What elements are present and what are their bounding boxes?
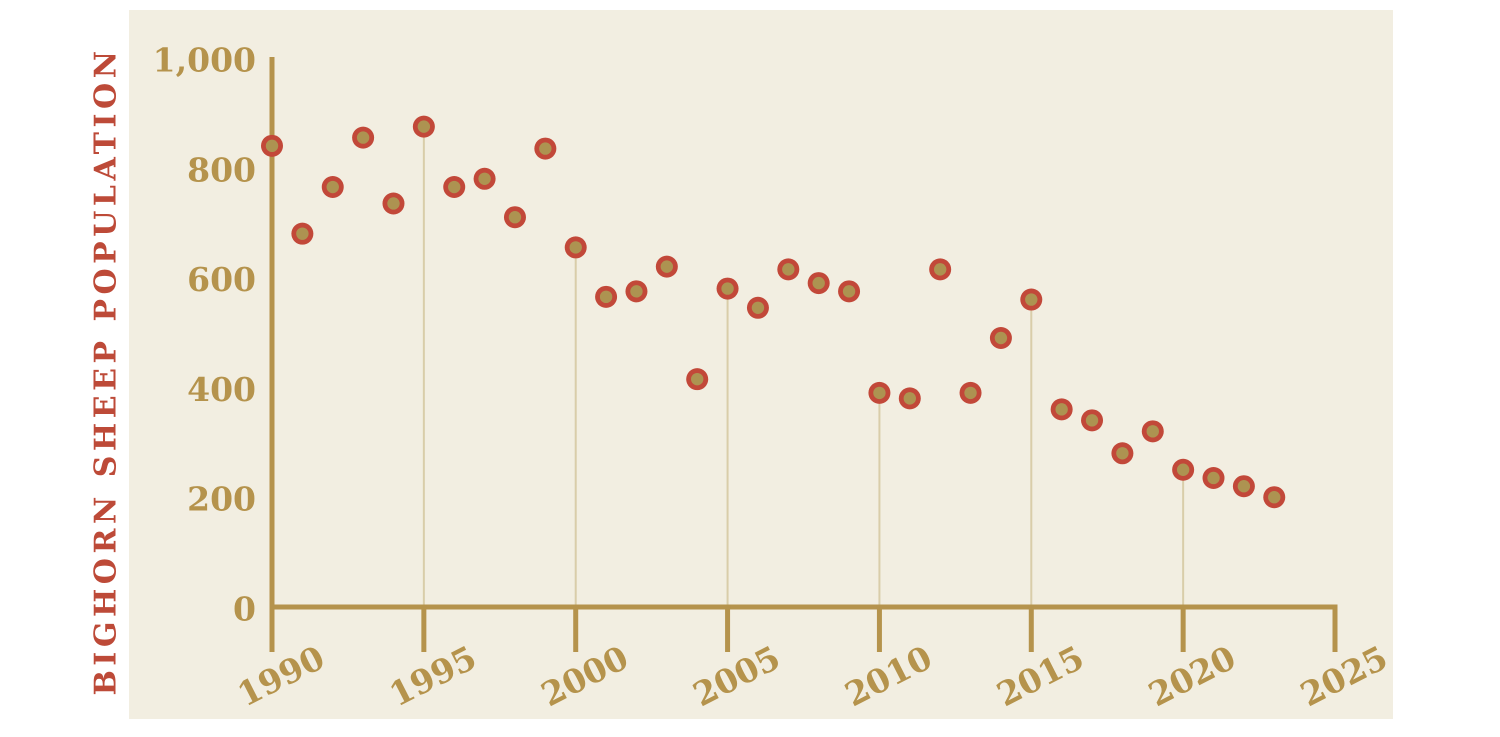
data-point-center — [478, 172, 491, 185]
y-tick-label: 0 — [233, 590, 256, 629]
data-point-center — [296, 227, 309, 240]
y-tick-label: 1,000 — [153, 41, 256, 80]
x-axis-line — [269, 604, 1338, 610]
data-point-center — [660, 260, 674, 273]
data-point-center — [1207, 471, 1220, 485]
data-point-center — [1237, 480, 1251, 493]
x-tick-label: 2020 — [1142, 638, 1242, 714]
data-point-center — [356, 131, 370, 144]
data-point-center — [873, 386, 886, 400]
data-point-center — [569, 241, 582, 254]
data-point-center — [387, 197, 400, 210]
x-axis-tick — [421, 604, 427, 652]
data-point-center — [1146, 425, 1159, 438]
x-tick-label: 1995 — [383, 638, 483, 714]
data-point-center — [417, 120, 431, 133]
data-point-center — [599, 290, 613, 304]
x-axis-tick — [1180, 604, 1186, 652]
y-tick-label: 600 — [187, 260, 256, 299]
data-point-center — [691, 372, 704, 386]
data-point-center — [842, 285, 856, 298]
data-point-center — [903, 392, 916, 405]
data-point-center — [721, 282, 734, 295]
x-tick-label: 2010 — [839, 638, 939, 714]
x-axis-tick — [1332, 604, 1338, 652]
data-point-center — [630, 285, 643, 298]
x-tick-label: 1990 — [231, 638, 331, 714]
y-tick-label: 200 — [187, 480, 256, 519]
data-point-center — [448, 180, 461, 194]
data-point-center — [265, 139, 279, 153]
data-point-center — [1268, 491, 1281, 504]
data-point-center — [1116, 447, 1129, 460]
data-point-center — [812, 276, 825, 290]
data-point-center — [782, 263, 795, 276]
x-tick-label: 2000 — [535, 638, 635, 714]
x-axis-tick — [573, 604, 579, 652]
data-point-center — [1055, 403, 1068, 416]
x-axis-tick — [1028, 604, 1034, 652]
x-tick-label: 2005 — [687, 638, 787, 714]
data-point-center — [539, 142, 552, 155]
data-point-center — [994, 331, 1008, 345]
y-tick-label: 400 — [187, 370, 256, 409]
x-axis-tick — [876, 604, 882, 652]
y-axis-line — [269, 57, 275, 652]
x-tick-label: 2025 — [1294, 638, 1394, 714]
data-point-center — [751, 301, 765, 314]
x-axis-tick — [725, 604, 731, 652]
data-point-center — [508, 211, 522, 224]
data-point-center — [326, 180, 339, 194]
data-point-center — [964, 386, 977, 400]
data-point-center — [933, 263, 947, 276]
data-point-center — [1025, 293, 1038, 306]
data-point-center — [1085, 414, 1099, 427]
x-tick-label: 2015 — [991, 638, 1091, 714]
data-point-center — [1176, 463, 1190, 476]
y-tick-label: 800 — [187, 150, 256, 189]
